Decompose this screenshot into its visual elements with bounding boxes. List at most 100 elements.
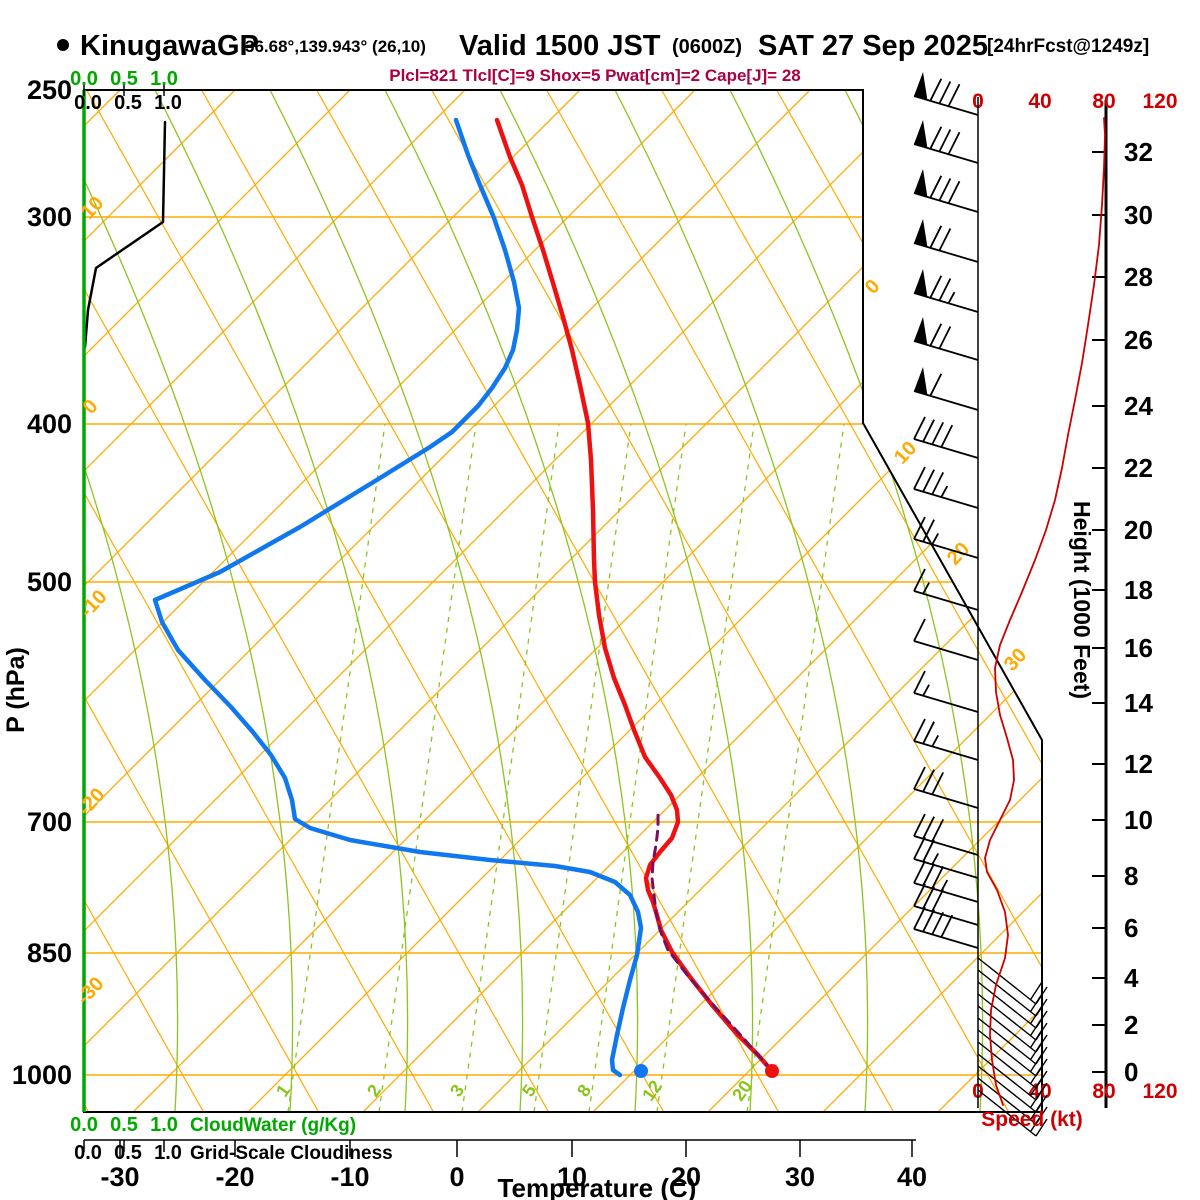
height-tick-label: 12 (1124, 749, 1153, 779)
isotherm-label-right: 0 (861, 275, 885, 298)
wind-barb-feather-low (1029, 1042, 1043, 1061)
sounding-profiles (84, 117, 779, 1078)
wind-barb-feather (940, 914, 954, 938)
wind-barb-feather (931, 471, 945, 495)
wind-barb-shaft-low (977, 1065, 1037, 1113)
isotherm-line (84, 90, 476, 1112)
cloudwater-scale-number-top: 1.0 (150, 68, 178, 90)
wind-barb-feather (922, 519, 935, 543)
height-tick-label: 10 (1124, 805, 1153, 835)
cloudwater-scale-number-bottom: 0.0 (70, 1114, 98, 1136)
station-bullet-icon (57, 39, 69, 51)
moist-adiabat-line (384, 90, 639, 1112)
dry-adiabat-line (540, 90, 1042, 1112)
height-tick-label: 8 (1124, 861, 1138, 891)
moist-adiabat-line (269, 90, 524, 1112)
wind-barb-pennant (914, 120, 928, 148)
wind-speed-curve (984, 117, 1106, 1106)
height-tick-label: 4 (1124, 963, 1139, 993)
isotherm-label-right: 20 (943, 538, 974, 569)
wind-barb-feather (922, 469, 935, 493)
wind-barb-feather (922, 769, 935, 793)
isotherm-line (324, 90, 1042, 1112)
mixing-ratio-label: 8 (573, 1081, 595, 1101)
wind-barb-shaft-low (977, 1029, 1037, 1077)
cloudiness-scale-number-bottom: 0.0 (74, 1142, 102, 1164)
wind-barb-feather (940, 424, 954, 448)
dry-adiabat-line (84, 90, 341, 1112)
wind-barb-shaft-low (977, 1005, 1037, 1053)
wind-barb-pennant (914, 169, 928, 197)
dry-adiabat-line (1000, 90, 1042, 1112)
wind-barb-shaft-low (977, 993, 1037, 1041)
isotherm-label-right: 30 (1000, 644, 1031, 675)
wind-barb-feather-low (1029, 994, 1043, 1013)
wind-barb-feather (938, 326, 952, 349)
wind-barb-shaft (913, 640, 979, 661)
wind-barb-feather (913, 416, 926, 440)
mixing-ratio-line (533, 423, 632, 1112)
moist-adiabat-line (844, 90, 1042, 1112)
station-name: KinugawaGP (80, 30, 259, 62)
wind-barb-feather (913, 466, 926, 490)
wind-barb-feather (922, 816, 935, 840)
wind-barb-shaft-low (977, 1089, 1037, 1137)
height-tick-label: 0 (1124, 1057, 1138, 1087)
mixing-ratio-line (656, 423, 755, 1112)
wind-barb-shaft (913, 95, 979, 116)
pressure-tick-label: 400 (27, 409, 72, 439)
wind-barb-feather (947, 180, 961, 204)
mixing-ratio-label: 2 (363, 1081, 385, 1101)
wind-barb-feather (931, 888, 945, 912)
cloudiness-scale-number-top: 0.5 (114, 92, 142, 114)
valid-time: Valid 1500 JST (459, 30, 661, 62)
surface-temperature-dot (765, 1064, 779, 1078)
wind-barb-feather (913, 813, 926, 837)
wind-barb-column (913, 72, 1106, 1137)
temperature-tick-label: 10 (557, 1162, 587, 1192)
isotherm-line (784, 90, 1042, 1112)
surface-dewpoint-dot (634, 1064, 648, 1078)
wind-barb-shaft (913, 192, 979, 213)
speed-tick-label-bottom: 120 (1142, 1080, 1177, 1103)
isotherm-line (84, 90, 131, 1112)
wind-barb-feather (929, 225, 943, 249)
wind-barb-shaft (913, 692, 979, 713)
height-tick-label: 24 (1124, 391, 1153, 421)
wind-barb-feather (929, 373, 943, 397)
isotherm-label-left: 10 (77, 192, 108, 223)
profiles-clip-group (84, 117, 779, 1078)
wind-barb-feather (922, 909, 935, 933)
wind-barb-feather (931, 818, 945, 842)
wind-barb-shaft (913, 292, 979, 313)
isotherm-line (84, 90, 361, 1112)
temperature-axis-title: Temperature (C) (498, 1173, 697, 1200)
height-tick-label: 18 (1124, 575, 1153, 605)
wind-barb-shaft (913, 928, 979, 949)
cloudwater-scale-number-bottom: 1.0 (150, 1114, 178, 1136)
moist-adiabat-line (84, 90, 179, 1112)
wind-barb-shaft-low (977, 1053, 1037, 1101)
temperature-tick-label: -10 (330, 1162, 369, 1192)
isotherm-line (209, 90, 1042, 1112)
forecast-tag: [24hrFcst@1249z] (987, 36, 1149, 57)
isotherm-line (669, 90, 1042, 1112)
moist-adiabat-line (729, 90, 984, 1112)
wind-barb-feather (929, 175, 943, 199)
isotherm-label-left: -30 (73, 973, 109, 1009)
wind-barb-shaft-low (977, 1017, 1037, 1065)
pressure-tick-label: 1000 (12, 1060, 72, 1090)
height-tick-label: 16 (1124, 633, 1153, 663)
wind-barb-half-feather (931, 734, 939, 747)
wind-barb-feather (929, 323, 943, 347)
moist-adiabat-line (154, 90, 409, 1112)
wind-barb-feather (931, 911, 945, 935)
isotherm-label-left: -20 (74, 784, 110, 820)
wind-barb-feather (913, 906, 926, 930)
dry-adiabat-line (310, 90, 916, 1112)
wind-barb-shaft (913, 488, 979, 509)
wind-barb-feather (938, 81, 952, 104)
